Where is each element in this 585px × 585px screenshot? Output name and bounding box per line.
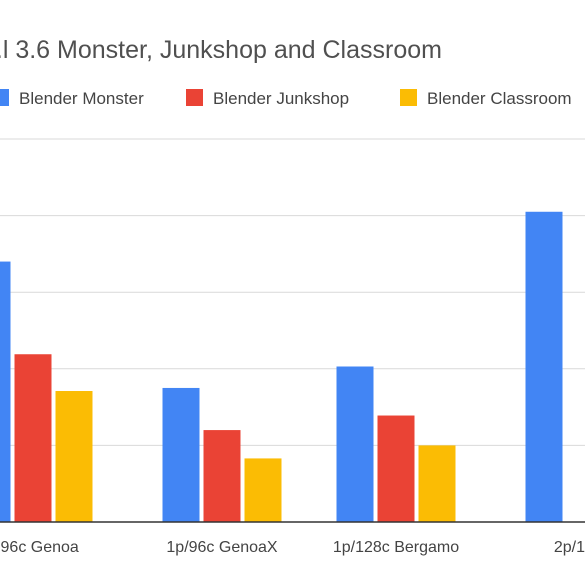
legend-swatch [186, 89, 203, 106]
x-tick-labels: ...96c Genoa 1p/96c GenoaX 1p/128c Bergamo… [0, 539, 585, 556]
bar-blender-classroom-1 [244, 458, 282, 522]
x-tick-label: 1p/96c GenoaX [166, 539, 278, 556]
legend-swatch [400, 89, 417, 106]
bar-blender-monster-0 [0, 261, 11, 522]
x-tick-label: 1p/128c Bergamo [333, 539, 459, 556]
x-tick-label: ...96c Genoa [0, 539, 79, 556]
bar-blender-junkshop-0 [14, 354, 52, 522]
chart-title: ...l 3.6 Monster, Junkshop and Classroom [0, 36, 442, 64]
legend-label: Blender Classroom [427, 89, 572, 108]
bar-blender-monster-1 [162, 387, 200, 522]
bar-blender-junkshop-1 [203, 430, 241, 522]
bar-blender-monster-2 [336, 366, 374, 522]
legend: Blender Monster Blender Junkshop Blender C… [0, 89, 572, 108]
gridlines [0, 138, 585, 446]
legend-label: Blender Junkshop [213, 89, 349, 108]
legend-label: Blender Monster [19, 89, 144, 108]
x-tick-label: 2p/128... [554, 539, 585, 556]
bar-blender-junkshop-2 [377, 415, 415, 522]
bar-blender-classroom-0 [55, 391, 93, 522]
bar-blender-classroom-2 [418, 445, 456, 522]
bar-blender-monster-3 [525, 211, 563, 522]
bars [0, 211, 563, 522]
legend-swatch [0, 89, 9, 106]
